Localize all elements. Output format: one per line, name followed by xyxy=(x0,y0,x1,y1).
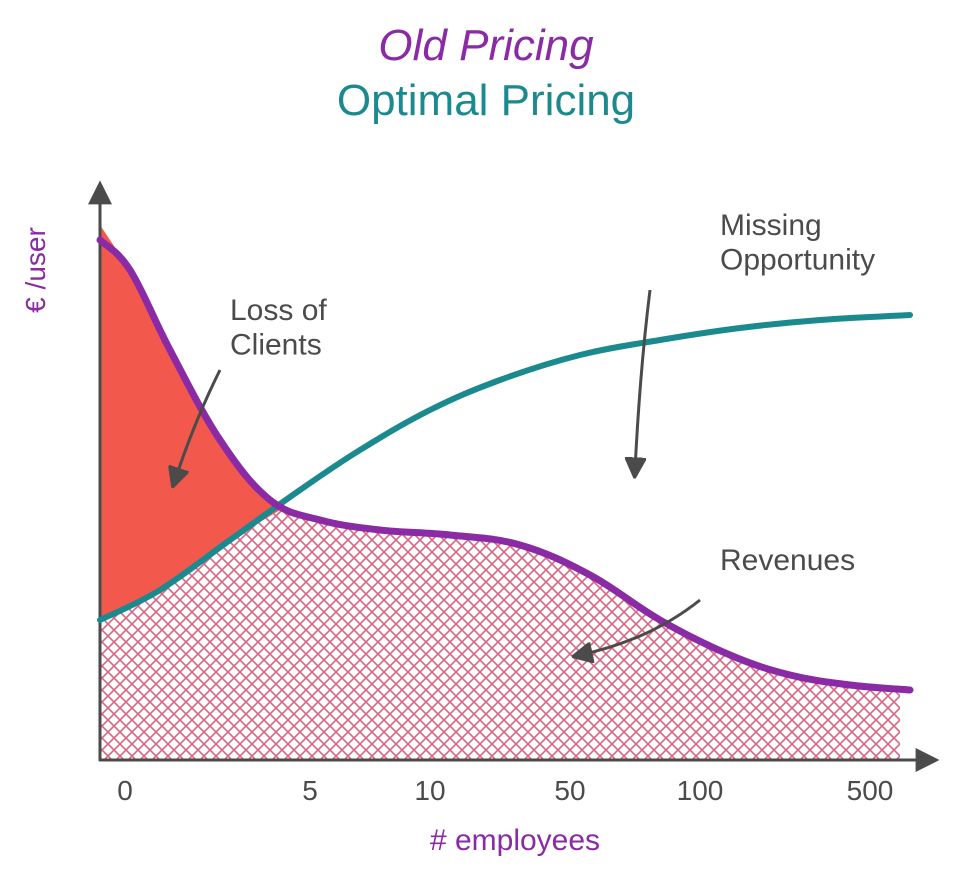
y-axis-label: € /user xyxy=(20,227,51,313)
x-tick-label: 50 xyxy=(554,775,585,806)
arrow-missing xyxy=(635,290,650,470)
title-optimal-pricing: Optimal Pricing xyxy=(337,76,635,125)
x-axis-label: # employees xyxy=(430,824,600,857)
x-tick-label: 10 xyxy=(414,775,445,806)
svg-text:Opportunity: Opportunity xyxy=(720,244,875,277)
title-old-pricing: Old Pricing xyxy=(378,21,594,70)
x-tick-labels: 0 5 10 50 100 500 xyxy=(117,775,893,806)
x-tick-label: 5 xyxy=(302,775,318,806)
x-tick-label: 0 xyxy=(117,775,133,806)
svg-text:Loss of: Loss of xyxy=(230,294,327,327)
svg-text:Clients: Clients xyxy=(230,329,322,362)
svg-text:Missing: Missing xyxy=(720,209,822,242)
svg-text:Revenues: Revenues xyxy=(720,544,855,577)
x-tick-label: 500 xyxy=(847,775,894,806)
pricing-chart: Old Pricing Optimal Pricing 0 5 10 50 100 500… xyxy=(0,0,972,893)
x-tick-label: 100 xyxy=(677,775,724,806)
